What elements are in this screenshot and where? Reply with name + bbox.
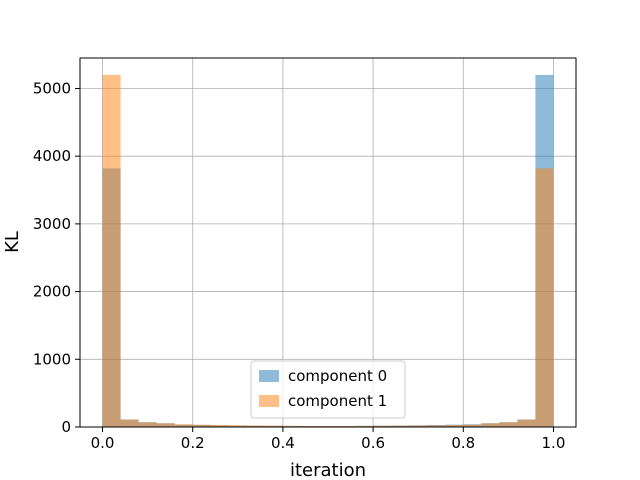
y-tick-label: 0: [61, 418, 71, 436]
legend-label-1: component 1: [288, 392, 387, 410]
bar-series-1: [409, 425, 428, 427]
bar-series-1: [228, 425, 247, 427]
bar-series-1: [517, 419, 536, 427]
legend-swatch-1: [259, 395, 279, 407]
axis-ticks: 0.0 0.2 0.4 0.6 0.8 1.0 0 1000 2000 3000 4000 5000: [33, 79, 566, 452]
bar-series-1: [337, 425, 356, 427]
y-tick-label: 3000: [33, 215, 71, 233]
bar-series-1: [282, 425, 301, 427]
bar-series-1: [427, 425, 446, 427]
bar-series-1: [192, 424, 211, 427]
bar-series-1: [481, 423, 500, 427]
x-tick-label: 0.6: [361, 434, 385, 452]
bar-series-1: [300, 425, 319, 427]
bar-series-1: [499, 422, 518, 427]
legend-label-0: component 0: [288, 367, 387, 385]
y-tick-label: 2000: [33, 283, 71, 301]
legend-box: [250, 360, 406, 419]
bar-series-1: [174, 424, 193, 427]
x-tick-label: 1.0: [542, 434, 566, 452]
bar-series-1: [318, 425, 338, 427]
bar-series-1: [445, 424, 464, 427]
bar-series-1: [156, 423, 175, 427]
bar-series-1: [210, 424, 229, 427]
y-axis-label: KL: [2, 231, 23, 253]
legend-swatch-0: [259, 370, 279, 382]
x-tick-label: 0.0: [91, 434, 115, 452]
y-tick-label: 5000: [33, 79, 71, 97]
y-tick-label: 1000: [33, 350, 71, 368]
bar-series-1: [102, 74, 121, 427]
bar-series-1: [246, 425, 265, 427]
bar-series-1: [535, 168, 554, 428]
legend: component 0 component 1: [250, 360, 406, 419]
histogram-bars: [102, 74, 554, 428]
plot-frame: [79, 57, 577, 428]
x-axis-label: iteration: [290, 460, 366, 480]
bar-series-1: [264, 425, 283, 427]
bar-series-1: [120, 419, 139, 427]
bar-series-1: [373, 425, 392, 427]
x-tick-label: 0.8: [451, 434, 475, 452]
x-tick-label: 0.4: [271, 434, 295, 452]
bar-series-1: [463, 424, 482, 427]
y-tick-label: 4000: [33, 147, 71, 165]
bar-series-1: [355, 425, 374, 427]
bar-series-1: [138, 422, 157, 427]
bar-series-1: [391, 425, 410, 427]
x-tick-label: 0.2: [181, 434, 205, 452]
grid-lines: [80, 58, 576, 428]
